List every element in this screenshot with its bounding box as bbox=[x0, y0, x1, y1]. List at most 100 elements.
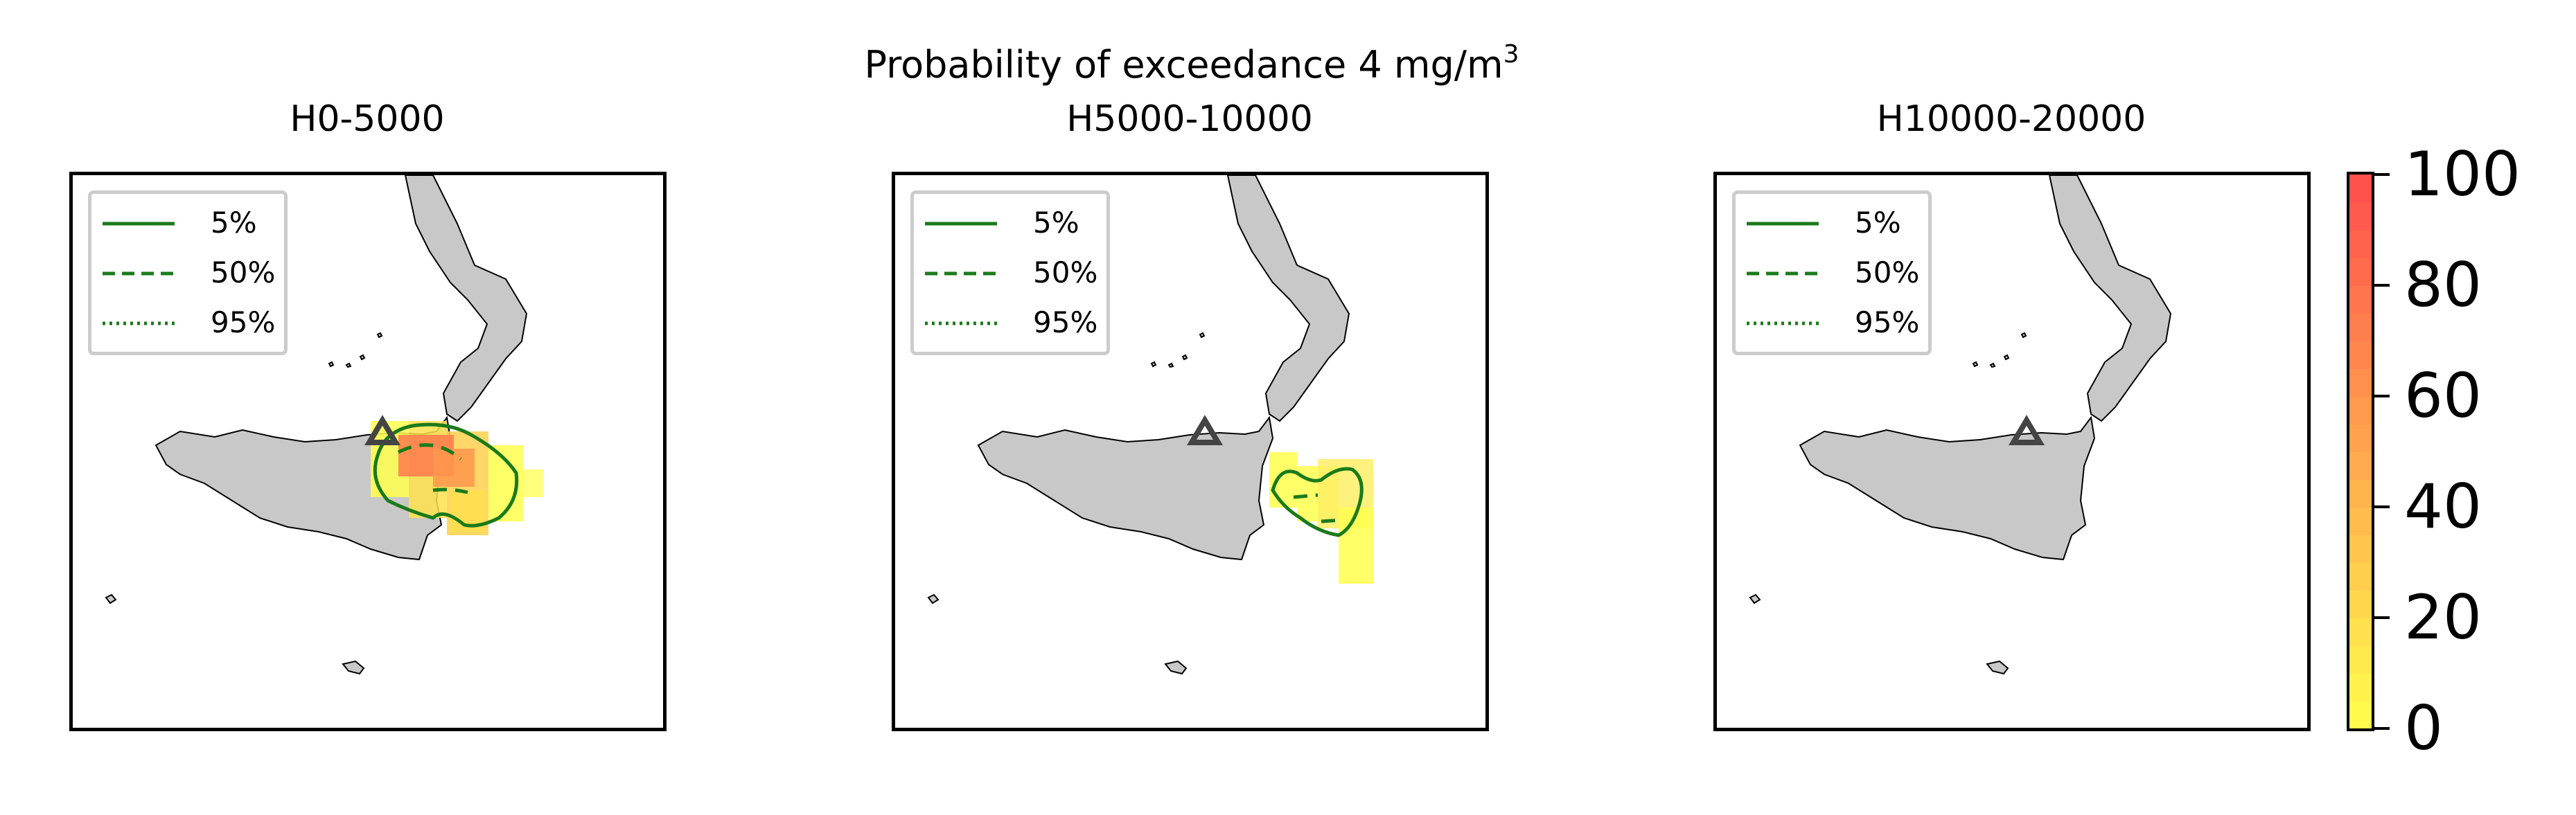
legend-label: 50% bbox=[211, 256, 276, 289]
legend-label: 95% bbox=[211, 305, 276, 339]
pantelleria-landmass bbox=[105, 593, 117, 604]
map-svg-3 bbox=[1749, 175, 2172, 675]
contour-5-percent bbox=[1271, 467, 1364, 537]
colorbar-segment bbox=[2349, 396, 2372, 424]
legend-label: 95% bbox=[1855, 305, 1920, 339]
colorbar-tick bbox=[2374, 505, 2390, 508]
solid-line-icon bbox=[925, 222, 997, 226]
colorbar-tick bbox=[2374, 395, 2390, 397]
aeolian-islands bbox=[1972, 332, 2027, 368]
colorbar-segment bbox=[2349, 535, 2372, 563]
dotted-line-icon bbox=[925, 321, 997, 325]
legend-label: 5% bbox=[1855, 206, 1901, 240]
colorbar-tick-label: 100 bbox=[2404, 138, 2521, 210]
contour-lines bbox=[373, 422, 519, 528]
legend-item-95: 95% bbox=[101, 302, 281, 343]
map-panel-3: 5% 50% 95% bbox=[1713, 172, 2311, 731]
malta-landmass bbox=[342, 660, 365, 675]
legend-label: 5% bbox=[211, 206, 257, 240]
dashed-line-icon bbox=[925, 271, 997, 276]
colorbar-segment bbox=[2349, 701, 2372, 728]
triangle-icon bbox=[364, 415, 401, 445]
map-svg-2 bbox=[927, 175, 1373, 675]
colorbar-segment bbox=[2349, 645, 2372, 674]
panel-title-1: H0-5000 bbox=[290, 98, 445, 140]
colorbar-tick bbox=[2374, 284, 2390, 287]
colorbar-tick-label: 40 bbox=[2404, 471, 2482, 542]
dashed-line-icon bbox=[103, 271, 175, 276]
legend-item-95: 95% bbox=[924, 302, 1104, 343]
landmass bbox=[1749, 175, 2172, 675]
dotted-line-icon bbox=[1747, 321, 1819, 325]
aeolian-islands bbox=[328, 332, 383, 368]
panel-title-2: H5000-10000 bbox=[1066, 98, 1313, 140]
landmass bbox=[927, 175, 1350, 675]
calabria-landmass bbox=[1226, 175, 1350, 422]
colorbar-segment bbox=[2349, 451, 2372, 480]
colorbar-tick-label: 60 bbox=[2404, 360, 2482, 431]
colorbar-segment bbox=[2349, 230, 2372, 258]
colorbar-segment bbox=[2349, 618, 2372, 646]
colorbar-tick-label: 20 bbox=[2404, 582, 2482, 653]
colorbar-segment bbox=[2349, 313, 2372, 341]
map-svg-1 bbox=[105, 175, 544, 675]
sicily-landmass bbox=[1799, 415, 2096, 561]
colorbar-tick bbox=[2374, 173, 2390, 176]
colorbar-segment bbox=[2349, 174, 2372, 203]
calabria-landmass bbox=[2048, 175, 2172, 422]
colorbar-segment bbox=[2349, 341, 2372, 369]
contour-50-percent bbox=[1293, 493, 1318, 499]
dashed-line-icon bbox=[1747, 271, 1819, 276]
legend-2: 5% 50% 95% bbox=[910, 190, 1110, 355]
colorbar-segment bbox=[2349, 479, 2372, 508]
legend-item-5: 5% bbox=[101, 202, 281, 244]
aeolian-islands bbox=[1150, 332, 1206, 368]
colorbar-segment bbox=[2349, 673, 2372, 701]
colorbar-segment bbox=[2349, 285, 2372, 314]
contour-50-percent bbox=[397, 443, 462, 460]
figure-title-text: Probability of exceedance 4 mg/m bbox=[864, 43, 1503, 87]
colorbar-tick bbox=[2374, 616, 2390, 619]
colorbar-segment bbox=[2349, 562, 2372, 591]
legend-3: 5% 50% 95% bbox=[1732, 190, 1932, 355]
probability-field bbox=[1269, 452, 1373, 584]
colorbar-tick-label: 80 bbox=[2404, 249, 2482, 321]
contour-50-percent-lower bbox=[432, 487, 468, 494]
pantelleria-landmass bbox=[927, 593, 939, 604]
solid-line-icon bbox=[103, 222, 175, 226]
colorbar-tick-label: 0 bbox=[2404, 692, 2443, 764]
contour-lines bbox=[1271, 467, 1364, 537]
contour-5-percent bbox=[373, 422, 519, 528]
figure-title-superscript: 3 bbox=[1503, 40, 1519, 69]
calabria-landmass bbox=[404, 175, 528, 422]
legend-item-5: 5% bbox=[924, 202, 1104, 244]
sicily-landmass bbox=[977, 415, 1274, 561]
legend-label: 50% bbox=[1033, 256, 1098, 289]
colorbar-segment bbox=[2349, 258, 2372, 286]
legend-1: 5% 50% 95% bbox=[88, 190, 288, 355]
malta-landmass bbox=[1164, 660, 1188, 675]
volcano-marker bbox=[364, 415, 401, 445]
solid-line-icon bbox=[1747, 222, 1819, 226]
colorbar-segment bbox=[2349, 507, 2372, 535]
colorbar-tick bbox=[2374, 727, 2390, 730]
figure-title: Probability of exceedance 4 mg/m3 bbox=[700, 40, 1684, 87]
legend-label: 95% bbox=[1033, 305, 1098, 339]
pantelleria-landmass bbox=[1749, 593, 1761, 604]
colorbar-segment bbox=[2349, 590, 2372, 618]
legend-item-95: 95% bbox=[1745, 302, 1925, 343]
map-panel-1: 5% 50% 95% bbox=[69, 172, 667, 731]
triangle-icon bbox=[1186, 415, 1224, 445]
legend-label: 5% bbox=[1033, 206, 1079, 240]
legend-label: 50% bbox=[1855, 256, 1920, 289]
volcano-marker bbox=[2008, 415, 2045, 445]
colorbar bbox=[2347, 172, 2374, 731]
contour-50-percent-lower bbox=[1321, 518, 1343, 523]
malta-landmass bbox=[1986, 660, 2009, 675]
colorbar-segment bbox=[2349, 202, 2372, 231]
legend-item-50: 50% bbox=[1745, 252, 1925, 294]
legend-item-50: 50% bbox=[924, 252, 1104, 294]
colorbar-segment bbox=[2349, 424, 2372, 452]
colorbar-segment bbox=[2349, 368, 2372, 397]
volcano-marker bbox=[1186, 415, 1224, 445]
